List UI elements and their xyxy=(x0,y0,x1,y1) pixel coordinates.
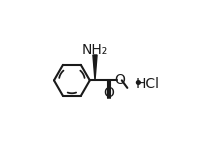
Text: HCl: HCl xyxy=(136,77,160,91)
Text: O: O xyxy=(114,73,125,87)
Polygon shape xyxy=(93,55,97,80)
Text: •: • xyxy=(132,75,143,93)
Text: NH₂: NH₂ xyxy=(82,43,108,57)
Text: O: O xyxy=(103,86,114,100)
